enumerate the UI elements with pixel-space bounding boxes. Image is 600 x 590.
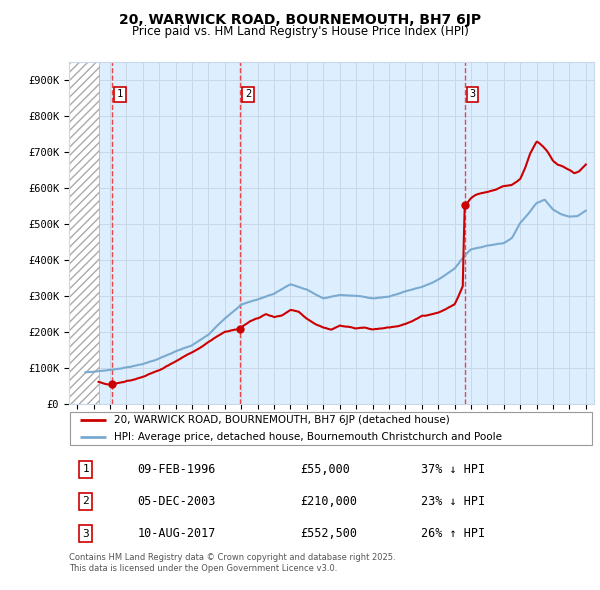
Text: 09-FEB-1996: 09-FEB-1996 (137, 463, 215, 476)
Text: 2: 2 (245, 89, 251, 99)
Bar (69, 62, 98, 404)
Text: 20, WARWICK ROAD, BOURNEMOUTH, BH7 6JP: 20, WARWICK ROAD, BOURNEMOUTH, BH7 6JP (119, 13, 481, 27)
Text: £55,000: £55,000 (300, 463, 350, 476)
Text: 10-AUG-2017: 10-AUG-2017 (137, 527, 215, 540)
Text: 26% ↑ HPI: 26% ↑ HPI (421, 527, 485, 540)
Text: Contains HM Land Registry data © Crown copyright and database right 2025.
This d: Contains HM Land Registry data © Crown c… (69, 553, 395, 573)
Text: 2: 2 (82, 497, 89, 506)
Text: 1: 1 (117, 89, 123, 99)
Text: 3: 3 (82, 529, 89, 539)
Text: 37% ↓ HPI: 37% ↓ HPI (421, 463, 485, 476)
Text: 3: 3 (469, 89, 476, 99)
Text: £210,000: £210,000 (300, 495, 357, 508)
Text: £552,500: £552,500 (300, 527, 357, 540)
FancyBboxPatch shape (70, 412, 592, 445)
Text: 23% ↓ HPI: 23% ↓ HPI (421, 495, 485, 508)
Text: 1: 1 (82, 464, 89, 474)
Text: HPI: Average price, detached house, Bournemouth Christchurch and Poole: HPI: Average price, detached house, Bour… (113, 432, 502, 442)
Text: Price paid vs. HM Land Registry's House Price Index (HPI): Price paid vs. HM Land Registry's House … (131, 25, 469, 38)
Text: 20, WARWICK ROAD, BOURNEMOUTH, BH7 6JP (detached house): 20, WARWICK ROAD, BOURNEMOUTH, BH7 6JP (… (113, 415, 449, 425)
Text: 05-DEC-2003: 05-DEC-2003 (137, 495, 215, 508)
